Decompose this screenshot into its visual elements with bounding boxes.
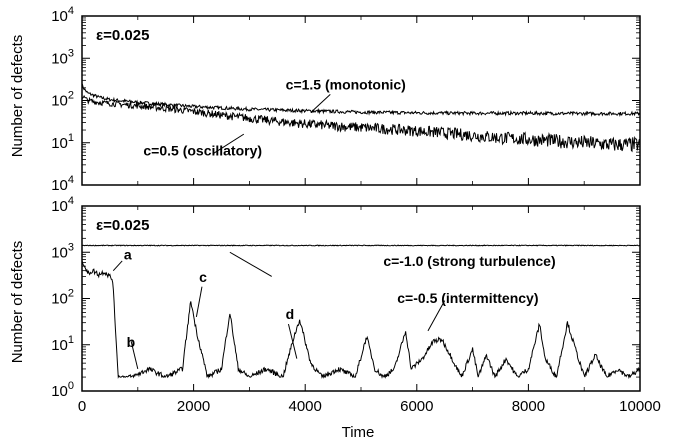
y-tick-label: 102: [51, 288, 74, 308]
epsilon-label: ε=0.025: [96, 217, 149, 234]
y-tick-label: 104: [51, 5, 74, 25]
y-tick-label: 101: [51, 334, 74, 354]
y-tick-label: 103: [51, 241, 74, 261]
annotation-leader: [130, 340, 139, 370]
y-tick-label: 102: [51, 90, 74, 110]
annotation-leader: [112, 260, 123, 271]
x-tick-label: 2000: [177, 398, 210, 415]
annotation-leader: [287, 323, 298, 359]
y-tick-label: 104: [51, 174, 74, 194]
series-group: [82, 244, 640, 380]
annotation-label: c: [199, 269, 207, 285]
series-group: [82, 83, 640, 153]
series-line: [82, 260, 640, 380]
epsilon-label: ε=0.025: [96, 27, 149, 44]
annotation-leader: [229, 251, 272, 277]
x-tick-label: 0: [78, 398, 86, 415]
annotation-label: d: [286, 306, 295, 322]
top-panel: 101 102 103 104 104 ε=0.025 c=1.5 (monotonic) c…: [51, 5, 641, 194]
x-tick-label: 6000: [400, 398, 433, 415]
bottom-y-axis-label: Number of defects: [9, 241, 26, 364]
annotation-label: c=-1.0 (strong turbulence): [383, 253, 555, 269]
annotation-leader: [427, 300, 446, 332]
series-line: [82, 244, 640, 247]
annotation-leader: [195, 286, 203, 317]
y-tick-label: 100: [51, 380, 74, 400]
plot-frame: [81, 15, 641, 186]
y-tick-label: 103: [51, 47, 74, 67]
annotation-label: c=-0.5 (intermittency): [397, 290, 538, 306]
x-axis-label: Time: [342, 424, 375, 441]
x-tick-label: 8000: [512, 398, 545, 415]
annotation-label: a: [124, 246, 132, 262]
bottom-panel: 100 101 102 103 104 0 2000 4000 6000 8000 10000 ε=0…: [51, 195, 661, 415]
x-tick-label: 10000: [619, 398, 661, 415]
series-line: [82, 94, 640, 153]
top-y-axis-label: Number of defects: [9, 35, 26, 158]
y-tick-label: 101: [51, 132, 74, 152]
y-tick-label: 104: [51, 195, 74, 215]
series-line: [82, 83, 640, 118]
annotation-label: c=0.5 (oscillatory): [143, 142, 262, 158]
annotation-label: c=1.5 (monotonic): [286, 77, 406, 93]
plot-frame: [81, 205, 641, 392]
annotation-leader: [212, 133, 245, 155]
x-tick-label: 4000: [289, 398, 322, 415]
annotation-leader: [310, 93, 331, 113]
